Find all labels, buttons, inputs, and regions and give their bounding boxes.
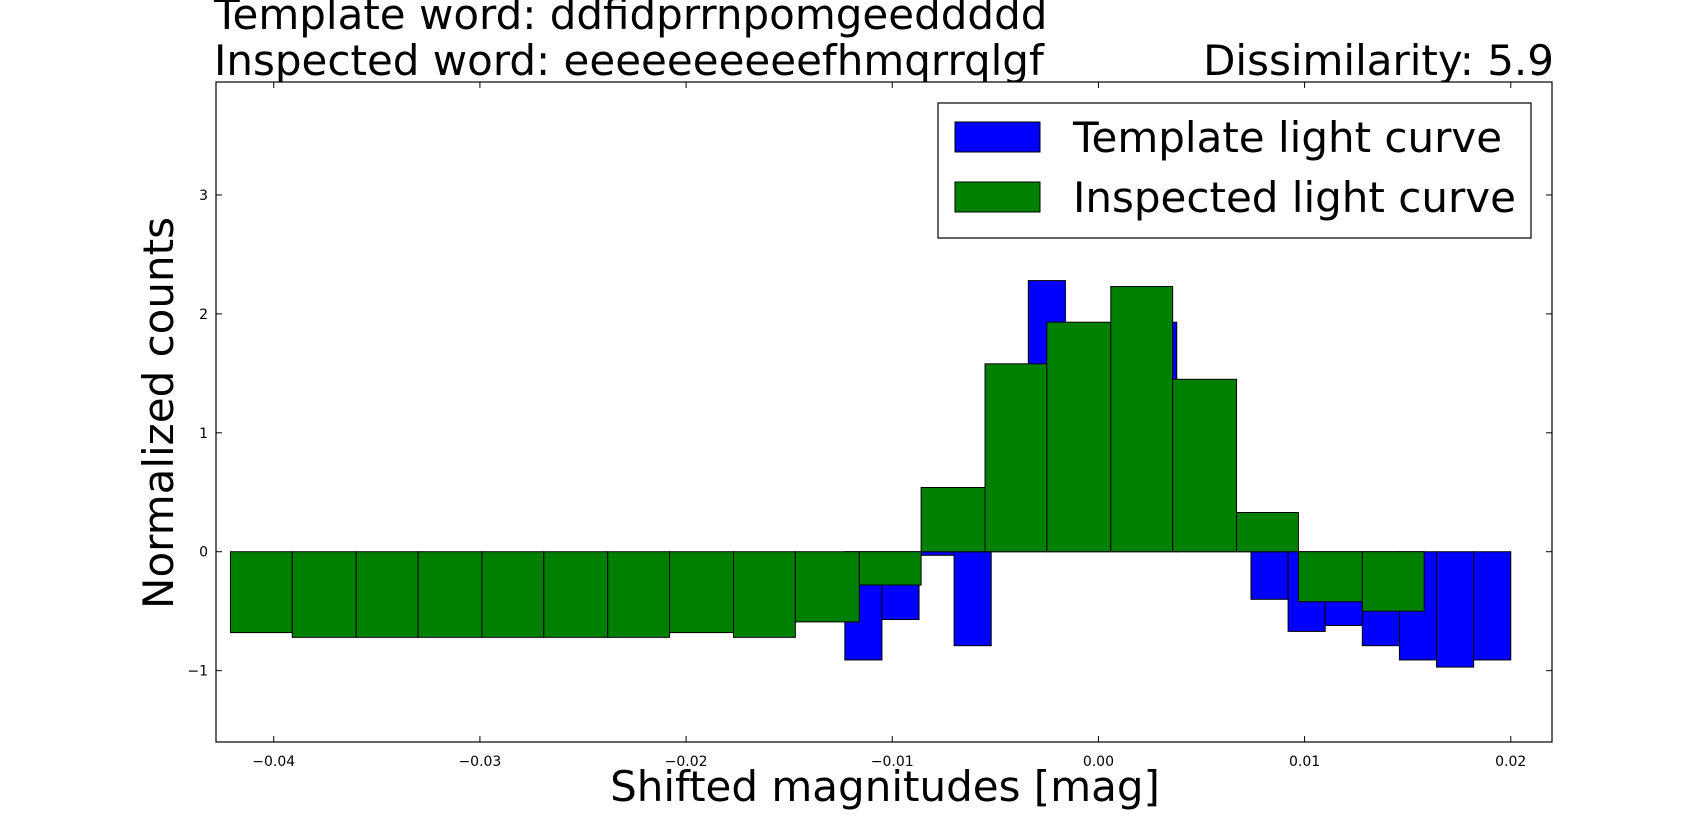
x-tick-label: 0.02 [1495, 754, 1526, 770]
dissimilarity-title: Dissimilarity: 5.9 [1203, 36, 1554, 85]
y-tick-label: 2 [199, 307, 208, 323]
plot-frame [215, 81, 1553, 743]
template-bar [1250, 551, 1289, 600]
y-tick-label: 0 [199, 545, 208, 561]
template-bar [1436, 551, 1475, 668]
template-bar [953, 551, 992, 647]
inspected-bar [1172, 378, 1238, 553]
legend-label-template: Template light curve [1072, 113, 1502, 162]
inspected-bar [229, 551, 293, 634]
y-tick-label: 1 [199, 426, 208, 442]
inspected-bar [858, 551, 922, 586]
inspected-bar [291, 551, 357, 638]
inspected-bar [1297, 551, 1363, 603]
x-axis-label: Shifted magnitudes [mag] [610, 762, 1160, 811]
inspected-bar [920, 487, 986, 553]
inspected-bar [1110, 286, 1174, 553]
inspected-bar [1361, 551, 1425, 612]
inspected-bar [732, 551, 796, 638]
legend-swatch-template [954, 121, 1041, 153]
inspected-bar [1046, 321, 1112, 553]
x-tick-label: 0.00 [1083, 754, 1114, 770]
inspected-bar [481, 551, 545, 638]
inspected-bars [229, 286, 1425, 638]
y-axis-label: Normalized counts [134, 217, 183, 609]
template-word-title: Template word: ddfidprrnpomgeeddddd [213, 0, 1047, 39]
x-tick-label: −0.01 [871, 754, 914, 770]
x-tick-label: −0.02 [665, 754, 708, 770]
inspected-bar [607, 551, 671, 638]
x-tick-label: −0.03 [458, 754, 501, 770]
y-tick-label: 3 [199, 188, 208, 204]
legend-label-inspected: Inspected light curve [1073, 173, 1516, 222]
inspected-bar [984, 363, 1048, 553]
legend: Template light curve Inspected light cur… [937, 102, 1532, 239]
axes: −0.04 −0.03 −0.02 −0.01 0.00 0.01 0.02 −1 0 1 2 3 [187, 81, 1553, 770]
inspected-bar [669, 551, 734, 634]
inspected-bar [1236, 511, 1299, 553]
inspected-bar [355, 551, 419, 638]
template-bar [918, 551, 955, 556]
inspected-bar [417, 551, 483, 638]
template-bar [1473, 551, 1512, 661]
y-tick-label: −1 [187, 664, 208, 680]
inspected-bar [794, 551, 860, 623]
x-tick-label: −0.04 [252, 754, 295, 770]
legend-swatch-inspected [954, 181, 1041, 213]
x-tick-label: 0.01 [1289, 754, 1320, 770]
inspected-bar [543, 551, 609, 638]
inspected-word-title: Inspected word: eeeeeeeeeefhmqrrqlgf [214, 36, 1045, 85]
